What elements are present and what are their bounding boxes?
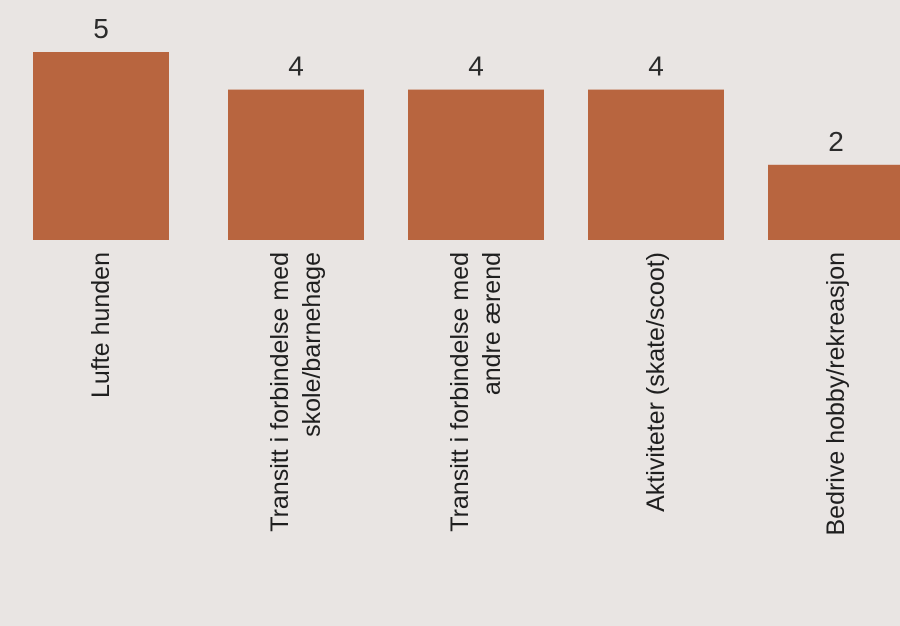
category-label-line: Transitt i forbindelse med [446,252,474,532]
category-label-line: Bedrive hobby/rekreasjon [822,252,850,536]
bar-1 [33,52,169,240]
category-label-line: Lufte hunden [87,252,115,398]
bar-value-label-4: 4 [648,51,664,82]
bar-3 [408,89,544,240]
bar-value-label-2: 4 [288,51,304,82]
category-label-line: Transitt i forbindelse med [266,252,294,532]
category-label-2: Transitt i forbindelse med skole/barnehag… [266,252,326,532]
category-label-line: Aktiviteter (skate/scoot) [642,252,670,512]
category-label-line: skole/barnehage [298,252,326,437]
bar-value-label-5: 2 [828,126,844,157]
category-label-1: Lufte hunden [87,252,115,398]
category-label-line: andre ærend [478,252,506,395]
category-label-3: Transitt i forbindelse med andre ærend [446,252,506,532]
bar-4 [588,89,724,240]
bar-value-label-3: 4 [468,51,484,82]
bar-2 [228,89,364,240]
category-label-5: Bedrive hobby/rekreasjon [822,252,850,536]
bar-value-label-1: 5 [93,13,109,44]
category-label-4: Aktiviteter (skate/scoot) [642,252,670,512]
bar-5 [768,164,900,240]
